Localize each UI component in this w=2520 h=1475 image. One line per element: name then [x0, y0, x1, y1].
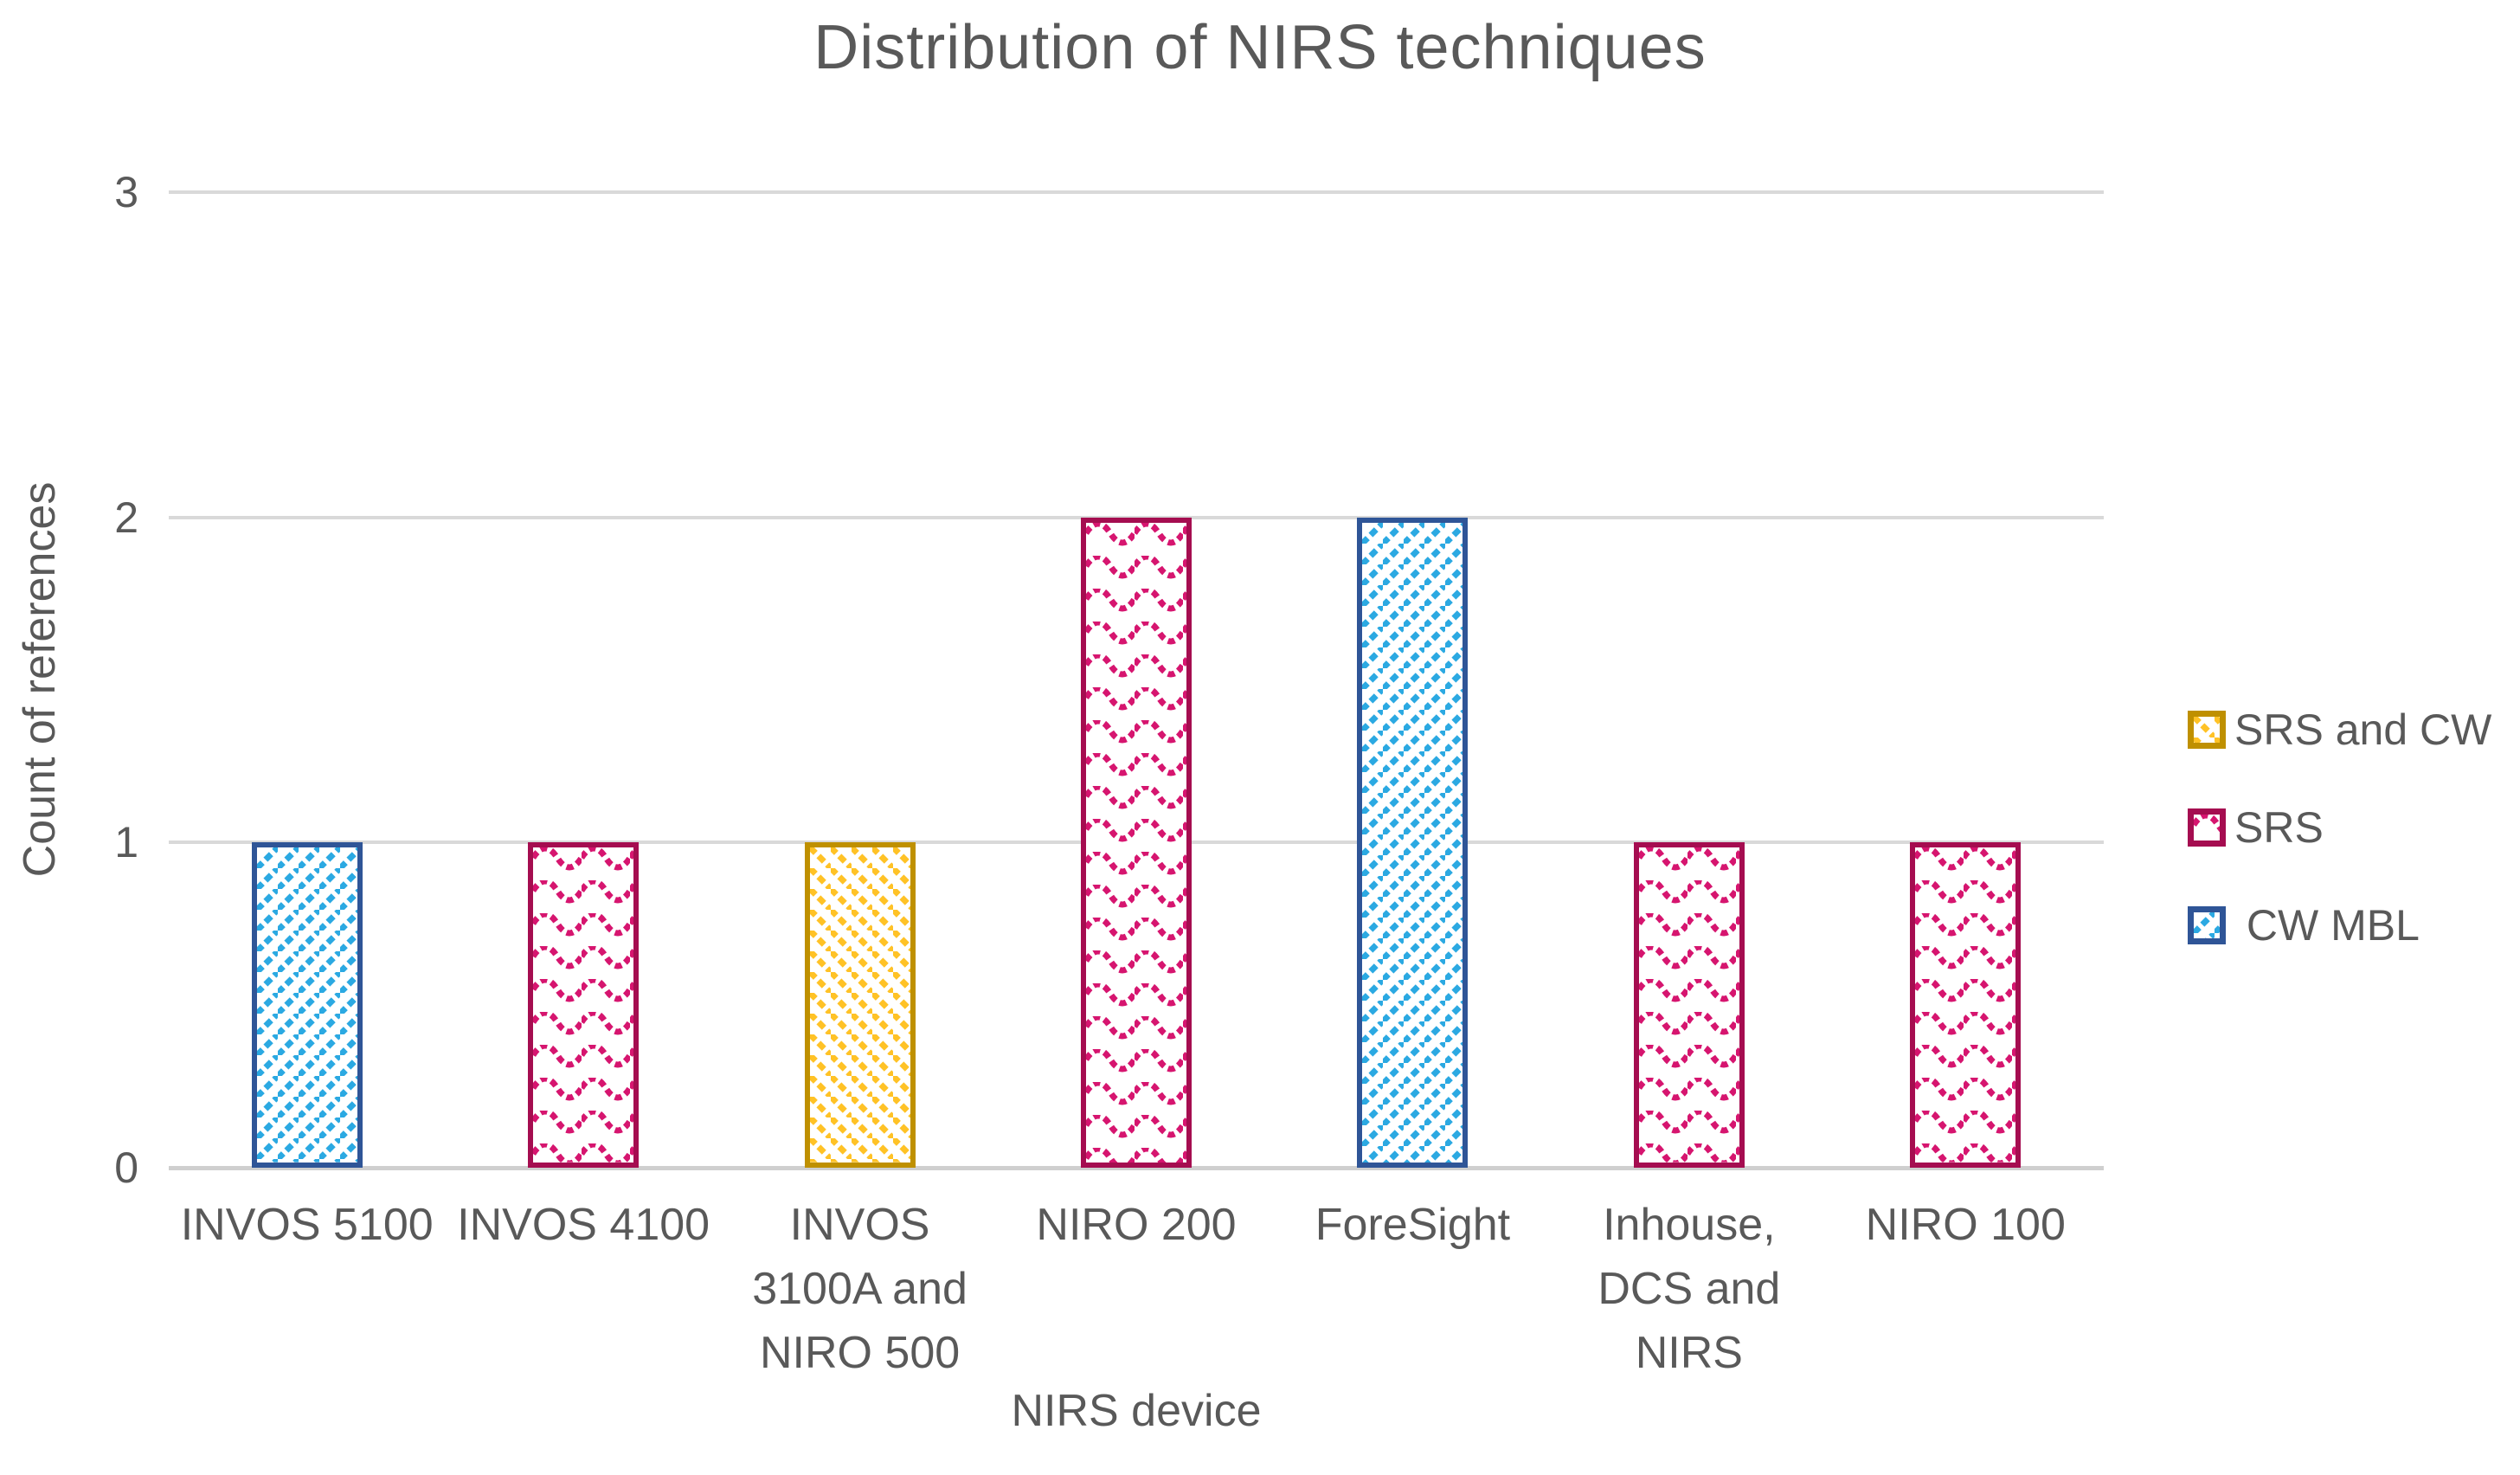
gridline-y0 — [169, 1166, 2104, 1170]
legend-swatch-wave-icon — [2188, 808, 2226, 847]
plot-area — [169, 190, 2104, 1170]
legend-swatch-diagonal-down-icon — [2188, 711, 2226, 749]
legend-item-cw-mbl: CW MBL — [2188, 901, 2491, 950]
bar-fill-pattern — [533, 847, 634, 1163]
bar-fill-pattern — [1638, 847, 1739, 1163]
y-tick-label-3: 3 — [114, 168, 138, 216]
gridline-y2 — [169, 515, 2104, 519]
bar-fill-pattern — [809, 847, 910, 1163]
legend-item-srs-and-cw: SRS and CW — [2188, 705, 2491, 754]
x-category-label-niro-200: NIRO 200 — [1036, 1200, 1237, 1250]
x-category-label-niro-100: NIRO 100 — [1865, 1200, 2066, 1250]
bar-fill-pattern — [256, 847, 357, 1163]
bar-foresight — [1357, 517, 1469, 1168]
bar-fill-pattern — [1915, 847, 2016, 1163]
x-category-label-foresight: ForeSight — [1315, 1200, 1511, 1250]
bar-invos-4100 — [528, 842, 640, 1168]
legend-label: SRS — [2234, 803, 2324, 852]
y-tick-label-0: 0 — [114, 1143, 138, 1192]
bar-niro-100 — [1910, 842, 2022, 1168]
bar-fill-pattern — [1086, 522, 1186, 1163]
x-axis-title: NIRS device — [1011, 1386, 1262, 1436]
x-category-label-invos-3100a-and-niro-500: INVOS 3100A and NIRO 500 — [752, 1200, 968, 1378]
legend: SRS and CW SRS CW MBL — [2188, 705, 2491, 1002]
x-category-label-invos-5100: INVOS 5100 — [180, 1200, 434, 1250]
y-tick-label-1: 1 — [114, 818, 138, 867]
bar-inhouse-dcs-and-nirs — [1633, 842, 1745, 1168]
x-category-label-inhouse-dcs-and-nirs: Inhouse, DCS and NIRS — [1598, 1200, 1781, 1378]
x-category-label-invos-4100: INVOS 4100 — [457, 1200, 710, 1250]
bar-niro-200 — [1081, 517, 1192, 1168]
legend-label: SRS and CW — [2234, 705, 2492, 754]
y-tick-label-2: 2 — [114, 493, 138, 542]
legend-label: CW MBL — [2234, 901, 2420, 950]
bar-fill-pattern — [1362, 522, 1463, 1163]
bar-invos-5100 — [251, 842, 363, 1168]
chart-title: Distribution of NIRS techniques — [813, 13, 1707, 82]
legend-item-srs: SRS — [2188, 803, 2491, 852]
bar-invos-3100a-and-niro-500 — [804, 842, 916, 1168]
legend-swatch-diagonal-up-icon — [2188, 906, 2226, 944]
gridline-y3 — [169, 190, 2104, 194]
